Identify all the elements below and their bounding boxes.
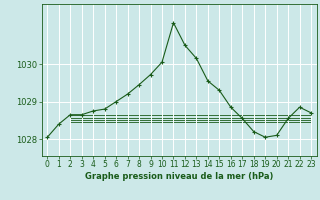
X-axis label: Graphe pression niveau de la mer (hPa): Graphe pression niveau de la mer (hPa)	[85, 172, 273, 181]
